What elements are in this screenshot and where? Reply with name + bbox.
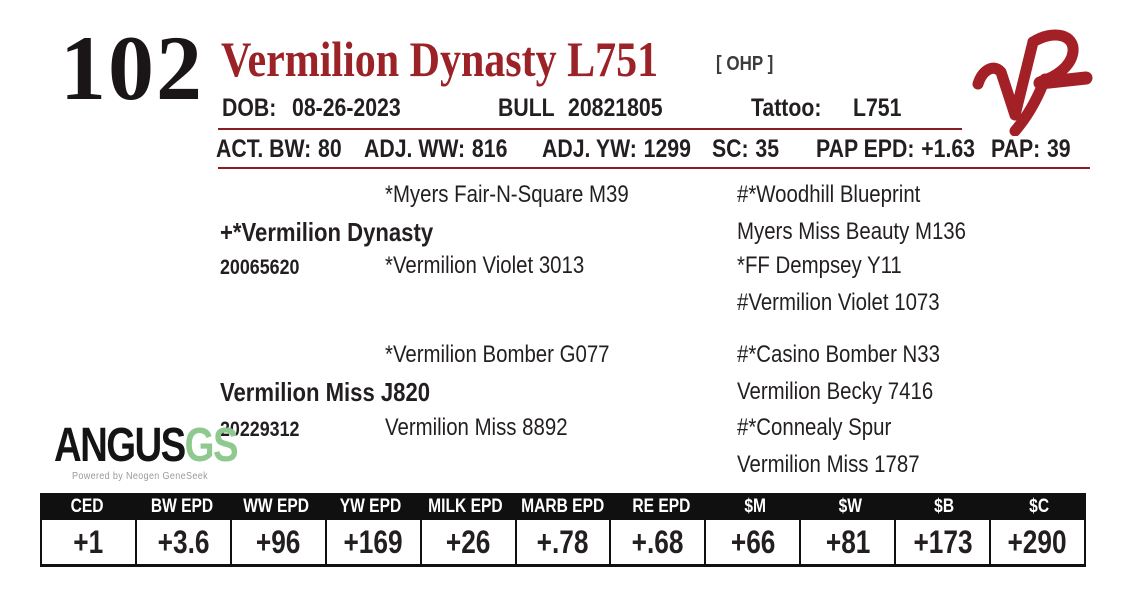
epd-header-cell: $B — [934, 495, 955, 517]
epd-header-cell: MARB EPD — [521, 495, 605, 517]
dam-sire: *Vermilion Bomber G077 — [385, 341, 610, 368]
angus-gs-logo: ANGUSGS Powered by Neogen GeneSeek — [54, 419, 283, 483]
epd-value-cell: +3.6 — [134, 520, 230, 564]
lot-number: 102 — [60, 17, 204, 119]
sire-dam: *Vermilion Violet 3013 — [385, 252, 585, 279]
epd-header-cell: MILK EPD — [427, 495, 503, 517]
animal-name: Vermilion Dynasty L751 — [221, 31, 659, 87]
epd-table: CED BW EPD WW EPD YW EPD MILK EPD MARB E… — [40, 493, 1086, 567]
epd-value-cell: +.68 — [609, 520, 704, 564]
dam-ancestor-2: #*Connealy Spur — [737, 414, 892, 441]
dam-ancestor-3: Vermilion Miss 1787 — [737, 451, 920, 478]
epd-table-header-row: CED BW EPD WW EPD YW EPD MILK EPD MARB E… — [40, 493, 1086, 520]
epd-header-cell: WW EPD — [243, 495, 310, 517]
dob-value: 08-26-2023 — [292, 94, 401, 122]
divider-rule-top — [218, 128, 962, 130]
stat-act-bw: ACT. BW: 80 — [216, 135, 342, 163]
sire-ancestor-1: Myers Miss Beauty M136 — [737, 218, 967, 245]
epd-value-cell: +290 — [989, 520, 1084, 564]
epd-value-cell: +26 — [419, 520, 515, 564]
epd-header-cell: $M — [744, 495, 767, 517]
dam-name: Vermilion Miss J820 — [220, 377, 431, 407]
sire-name: +*Vermilion Dynasty — [220, 217, 434, 247]
epd-value-cell: +169 — [324, 520, 420, 564]
sire-reg: 20065620 — [220, 256, 300, 279]
epd-header-cell: YW EPD — [339, 495, 402, 517]
angus-gs-wordmark: ANGUSGS — [54, 419, 239, 472]
registration-number: 20821805 — [568, 94, 663, 122]
epd-header-cell: RE EPD — [631, 495, 690, 517]
epd-value-cell: +96 — [229, 520, 325, 564]
sire-sire: *Myers Fair-N-Square M39 — [385, 181, 629, 208]
stat-adj-yw: ADJ. YW: 1299 — [542, 135, 691, 163]
dam-ancestor-1: Vermilion Becky 7416 — [737, 378, 934, 405]
stat-pap-epd: PAP EPD: +1.63 — [816, 135, 975, 163]
sire-ancestor-3: #Vermilion Violet 1073 — [737, 289, 940, 316]
epd-header-cell: $W — [838, 495, 862, 517]
epd-header-cell: CED — [70, 495, 104, 517]
sex-label: BULL — [498, 94, 555, 122]
stat-pap: PAP: 39 — [991, 135, 1071, 163]
brand-vr-glyph — [972, 29, 1093, 137]
stat-adj-ww: ADJ. WW: 816 — [364, 135, 508, 163]
epd-value-cell: +81 — [799, 520, 894, 564]
vermilion-ranch-brand-icon — [968, 16, 1093, 137]
angus-gs-tagline: Powered by Neogen GeneSeek — [72, 471, 208, 482]
genetic-condition-tag: [ OHP ] — [716, 53, 774, 75]
epd-table-value-row: +1 +3.6 +96 +169 +26 +.78 +.68 +66 +81 +… — [40, 520, 1086, 567]
dam-reg: 20229312 — [220, 418, 300, 441]
tattoo-label: Tattoo: — [751, 94, 822, 122]
dam-dam: Vermilion Miss 8892 — [385, 414, 568, 441]
stat-sc: SC: 35 — [712, 135, 780, 163]
tattoo-value: L751 — [853, 94, 902, 122]
sire-ancestor-2: *FF Dempsey Y11 — [737, 252, 902, 279]
divider-rule-bottom — [218, 167, 1090, 169]
dob-label: DOB: — [222, 94, 277, 122]
epd-header-cell: BW EPD — [150, 495, 213, 517]
dam-ancestor-0: #*Casino Bomber N33 — [737, 341, 940, 368]
epd-header-cell: $C — [1028, 495, 1049, 517]
epd-value-cell: +66 — [704, 520, 799, 564]
epd-value-cell: +.78 — [514, 520, 610, 564]
sire-ancestor-0: #*Woodhill Blueprint — [737, 181, 921, 208]
epd-value-cell: +1 — [73, 523, 104, 560]
epd-value-cell: +173 — [894, 520, 989, 564]
